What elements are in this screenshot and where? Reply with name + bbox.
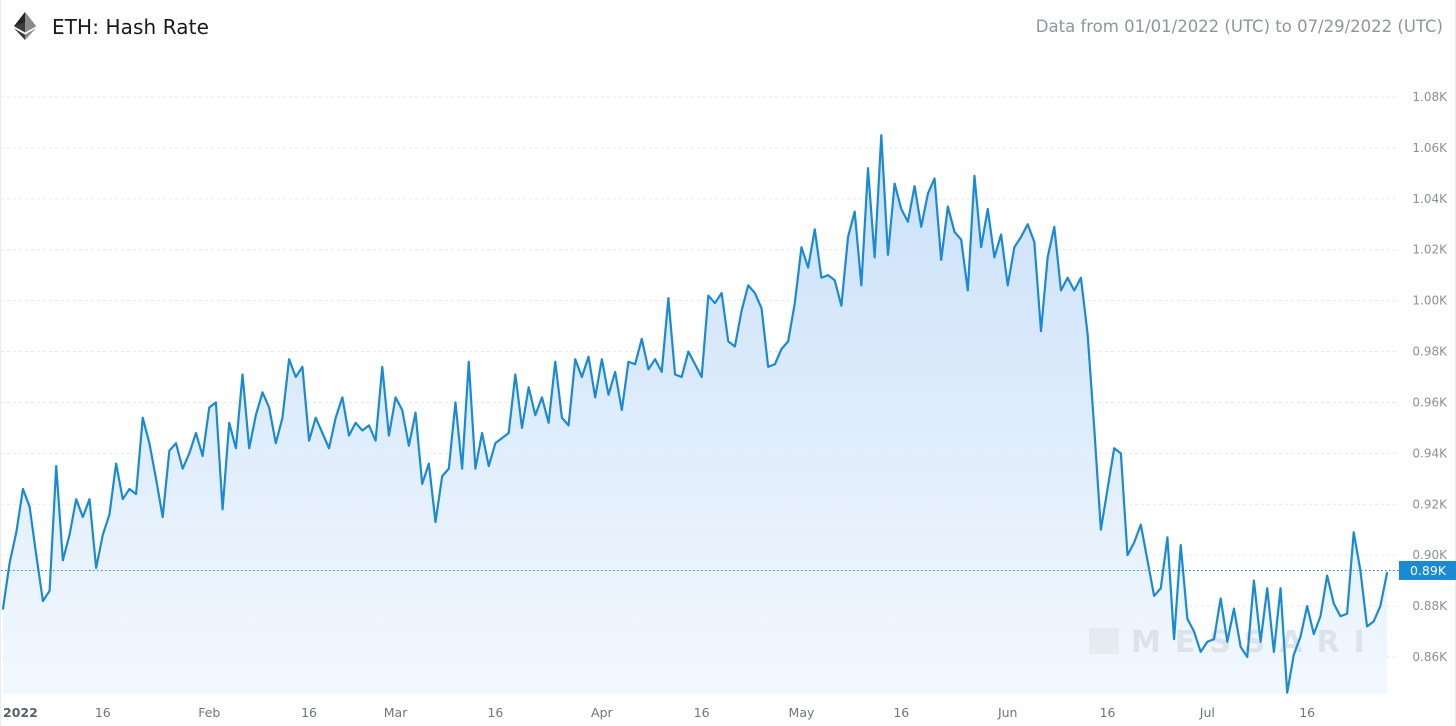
y-tick-label: 1.08K — [1412, 90, 1448, 104]
x-tick-label: 16 — [1299, 705, 1315, 720]
watermark-text: MESSARI — [1131, 625, 1379, 660]
messari-watermark: MESSARI — [1089, 625, 1379, 660]
x-tick-label: Apr — [591, 705, 613, 720]
x-tick-label: 2022 — [3, 705, 38, 720]
y-tick-label: 0.98K — [1412, 345, 1448, 359]
last-value-indicator: 0.89K — [1, 560, 1456, 580]
series-area — [3, 135, 1387, 694]
y-tick-label: 0.90K — [1412, 548, 1448, 562]
x-tick-label: Jun — [997, 705, 1018, 720]
y-tick-label: 0.94K — [1412, 446, 1448, 460]
x-tick-label: Feb — [198, 705, 220, 720]
chart-title: ETH: Hash Rate — [52, 15, 209, 39]
area-fill — [3, 135, 1387, 694]
y-tick-label: 0.86K — [1412, 650, 1448, 664]
y-tick-label: 1.02K — [1412, 243, 1448, 257]
x-tick-label: 16 — [301, 705, 317, 720]
x-tick-label: 16 — [893, 705, 909, 720]
last-value-label: 0.89K — [1410, 563, 1447, 578]
y-tick-label: 1.04K — [1412, 192, 1448, 206]
series-line[interactable] — [1, 134, 1389, 694]
last-value-tag — [1399, 560, 1456, 580]
x-tick-label: Mar — [384, 705, 408, 720]
ethereum-icon — [14, 12, 36, 40]
y-tick-label: 0.92K — [1412, 497, 1448, 511]
chart-header: ETH: Hash Rate Data from 01/01/2022 (UTC… — [1, 0, 1456, 56]
y-tick-label: 0.96K — [1412, 395, 1448, 409]
x-tick-label: 16 — [694, 705, 710, 720]
series-line-layer — [1, 134, 1389, 694]
x-tick-label: 16 — [487, 705, 503, 720]
messari-logo-icon — [1089, 628, 1119, 654]
y-tick-label: 0.88K — [1412, 599, 1448, 613]
x-tick-label: 16 — [95, 705, 111, 720]
y-tick-label: 1.06K — [1412, 141, 1448, 155]
x-tick-label: May — [789, 705, 815, 720]
y-tick-label: 1.00K — [1412, 294, 1448, 308]
x-tick-label: Jul — [1199, 705, 1215, 720]
y-axis: 0.86K 0.88K 0.90K 0.92K 0.94K 0.96K 0.98K 1.00K… — [1412, 90, 1448, 664]
x-tick-label: 16 — [1100, 705, 1116, 720]
x-axis: 2022 16 Feb 16 Mar 16 Apr 16 May 16 Jun 16 Jul 16 — [3, 705, 1315, 720]
date-range-label: Data from 01/01/2022 (UTC) to 07/29/2022… — [1035, 17, 1443, 36]
